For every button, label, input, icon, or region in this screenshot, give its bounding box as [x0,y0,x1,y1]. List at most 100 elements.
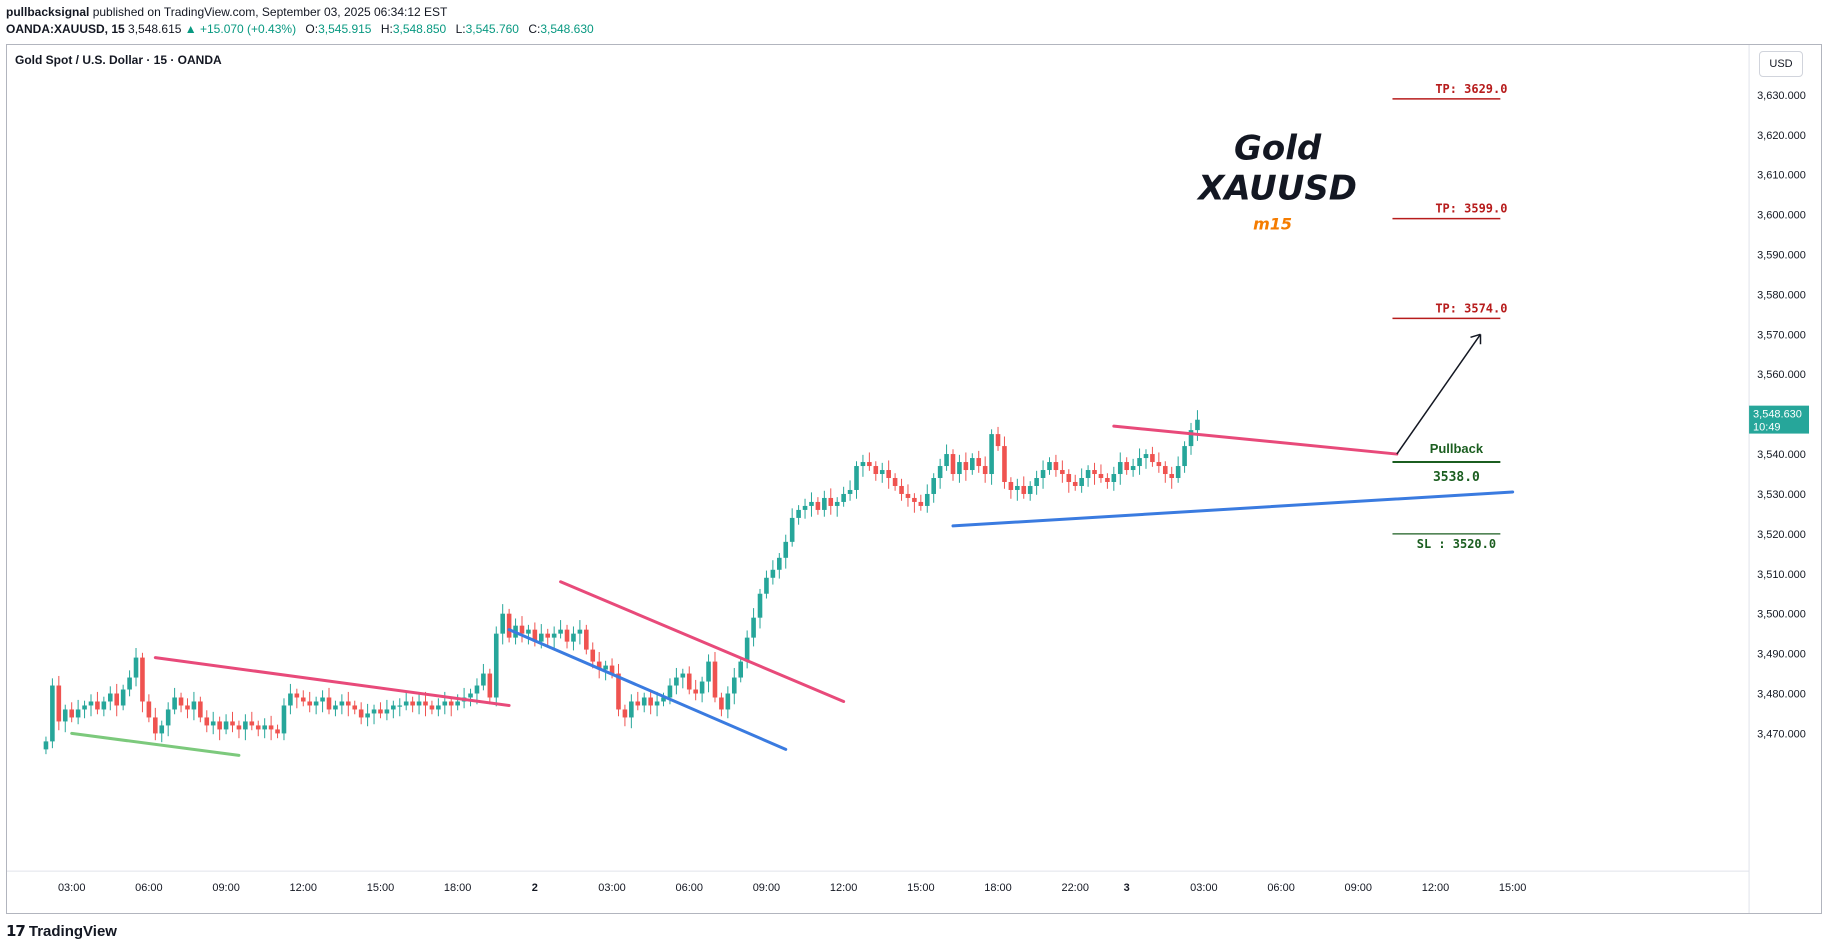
candle-body[interactable] [532,629,538,642]
candle-body[interactable] [648,697,653,706]
candle-body[interactable] [133,657,139,678]
candle-body[interactable] [789,517,795,542]
candle-body[interactable] [596,661,602,670]
candle-body[interactable] [924,493,930,506]
candle-body[interactable] [931,478,936,494]
candle-body[interactable] [159,725,165,734]
candle-body[interactable] [654,701,660,706]
candle-body[interactable] [506,613,512,638]
candle-body[interactable] [474,685,480,694]
candle-body[interactable] [712,661,718,698]
candle-body[interactable] [294,693,300,698]
candle-body[interactable] [442,701,448,706]
candle-body[interactable] [1027,485,1033,494]
support-channel-line[interactable] [507,628,788,751]
candle-body[interactable] [661,697,666,702]
candle-body[interactable] [1040,470,1046,479]
candle-body[interactable] [1072,481,1078,486]
candle-body[interactable] [384,709,390,714]
candle-body[interactable] [854,466,859,490]
candle-body[interactable] [886,470,891,479]
candle-body[interactable] [809,501,814,506]
candle-body[interactable] [1008,481,1014,490]
candle-body[interactable] [584,629,589,650]
candle-body[interactable] [1130,466,1136,471]
candle-body[interactable] [153,717,158,734]
candle-body[interactable] [1034,478,1039,486]
candle-body[interactable] [307,701,313,706]
candle-body[interactable] [905,493,911,498]
candle-body[interactable] [500,613,505,634]
candle-body[interactable] [146,701,152,718]
candle-body[interactable] [95,701,100,710]
candle-body[interactable] [262,725,267,730]
candle-body[interactable] [969,458,975,471]
candle-body[interactable] [288,693,293,706]
candle-body[interactable] [744,637,750,662]
candle-body[interactable] [937,466,943,479]
candle-body[interactable] [378,709,383,714]
candle-body[interactable] [255,725,261,730]
candle-body[interactable] [867,462,872,467]
candle-body[interactable] [699,681,705,694]
candle-body[interactable] [822,497,827,510]
candle-body[interactable] [616,673,621,710]
candle-body[interactable] [629,701,634,718]
candle-body[interactable] [371,709,377,714]
candle-body[interactable] [770,569,776,578]
resistance-line-2[interactable] [559,580,846,703]
chart-panel[interactable]: 3,470.000 3,480.000 3,490.000 3,500.000 3,51… [6,44,1822,914]
candle-body[interactable] [577,629,583,634]
candle-body[interactable] [69,709,74,718]
candle-body[interactable] [590,649,596,662]
candle-body[interactable] [204,717,210,726]
candle-body[interactable] [178,697,184,706]
candle-body[interactable] [429,705,435,710]
candle-body[interactable] [1175,466,1181,479]
resistance-line-1[interactable] [153,656,511,707]
candle-body[interactable] [82,705,87,710]
candle-body[interactable] [107,693,113,702]
candle-body[interactable] [1060,470,1065,475]
candle-body[interactable] [127,677,132,690]
candle-body[interactable] [1124,462,1129,471]
candle-body[interactable] [1117,462,1123,475]
candle-body[interactable] [944,454,949,467]
candle-body[interactable] [223,721,229,730]
candle-body[interactable] [603,665,608,670]
candle-body[interactable] [571,633,576,642]
candle-body[interactable] [1150,454,1155,463]
candle-body[interactable] [1162,466,1168,475]
candle-body[interactable] [320,697,325,702]
candle-body[interactable] [313,701,319,706]
candle-body[interactable] [172,697,177,710]
candle-body[interactable] [416,701,422,706]
candle-body[interactable] [828,497,834,506]
candle-body[interactable] [706,661,711,682]
candle-body[interactable] [667,685,673,698]
candle-body[interactable] [249,721,255,726]
candle-body[interactable] [564,629,570,642]
candle-body[interactable] [275,729,280,734]
candle-body[interactable] [1111,474,1117,482]
candle-body[interactable] [1053,462,1059,471]
candle-body[interactable] [725,693,731,710]
candle-body[interactable] [1066,474,1072,482]
candle-body[interactable] [333,705,338,710]
candle-body[interactable] [236,725,242,730]
candle-body[interactable] [358,709,364,718]
candle-body[interactable] [1015,485,1020,490]
candle-body[interactable] [719,697,724,710]
candle-body[interactable] [995,434,1001,447]
candle-body[interactable] [1085,470,1091,479]
candle-body[interactable] [1156,462,1162,467]
publisher-name[interactable]: pullbacksignal [6,5,90,19]
candle-body[interactable] [693,689,698,694]
candle-body[interactable] [622,709,628,718]
candle-body[interactable] [230,721,235,726]
candle-body[interactable] [165,709,171,726]
candle-body[interactable] [191,701,197,710]
candle-body[interactable] [1002,446,1007,482]
resistance-line-3[interactable] [1112,424,1399,456]
candle-body[interactable] [436,705,441,710]
